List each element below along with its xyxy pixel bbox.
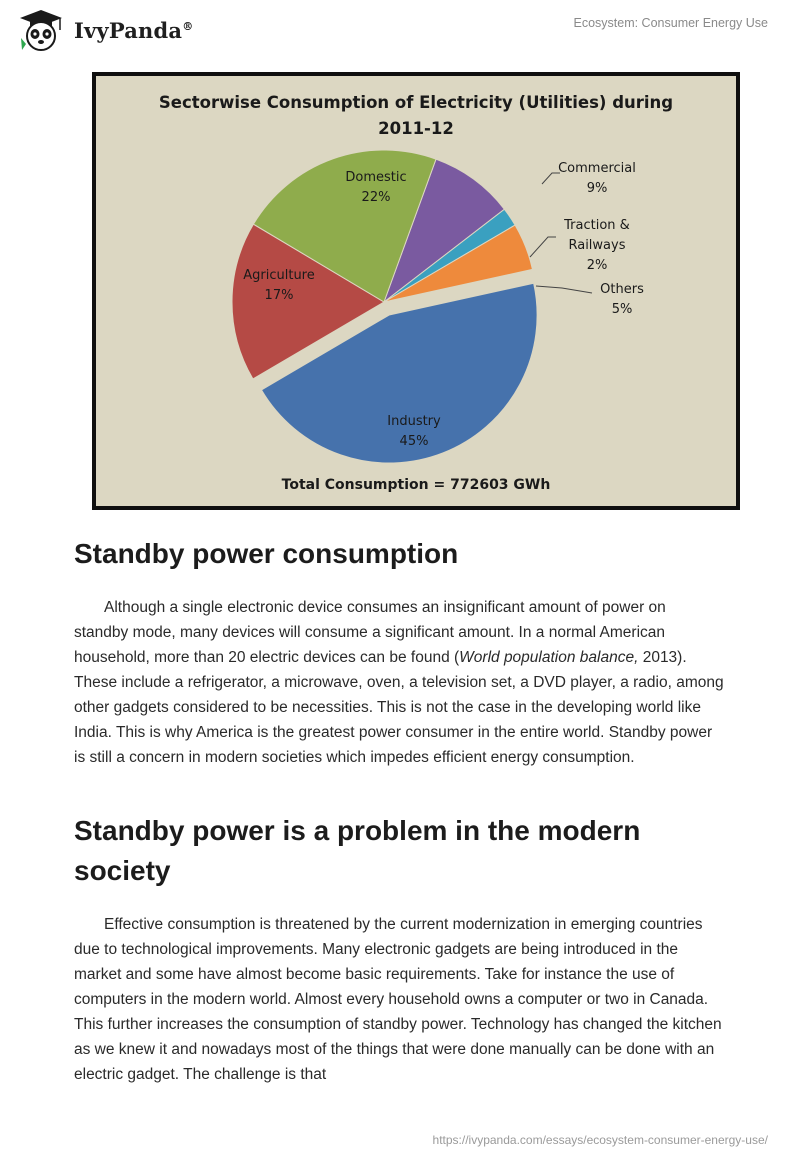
leader-line-0 [541, 172, 560, 185]
pie-slice-industry [260, 282, 538, 464]
panda-graduate-icon [20, 10, 62, 51]
section-heading-standby-consumption: Standby power consumption [74, 538, 459, 569]
section-heading-standby-problem: Standby power is a problem in the modern… [74, 815, 641, 886]
page-title: Ecosystem: Consumer Energy Use [573, 16, 768, 30]
chart-title-line-2: 2011-12 [378, 119, 454, 138]
slice-label-4-1: 17% [265, 288, 294, 303]
slice-label-2-0: Others [600, 282, 644, 297]
slice-label-0-1: 9% [587, 181, 608, 196]
slice-label-3-0: Industry [387, 414, 441, 429]
pie-slice-domestic [252, 149, 437, 303]
section-paragraph-standby-consumption: Although a single electronic device cons… [74, 599, 724, 766]
pie-slice-others [383, 224, 534, 303]
source-url[interactable]: https://ivypanda.com/essays/ecosystem-co… [432, 1133, 768, 1147]
brand-name: IvyPanda® [74, 17, 194, 43]
slice-label-5-1: 22% [362, 190, 391, 205]
ivypanda-logo[interactable]: IvyPanda® [16, 8, 193, 52]
slice-label-1-2: 2% [587, 258, 608, 273]
leader-line-1 [529, 236, 556, 258]
section-paragraph-standby-problem: Effective consumption is threatened by t… [74, 916, 722, 1083]
leader-line-2 [535, 285, 593, 294]
pie-slice-agriculture [231, 223, 385, 380]
slice-label-0-0: Commercial [558, 161, 636, 176]
slice-label-3-1: 45% [400, 434, 429, 449]
slice-label-5-0: Domestic [345, 170, 406, 185]
slice-label-2-1: 5% [612, 302, 633, 317]
chart-title-line-1: Sectorwise Consumption of Electricity (U… [159, 93, 673, 112]
site-header: IvyPanda® Ecosystem: Consumer Energy Use [0, 0, 800, 70]
electricity-pie-chart: Sectorwise Consumption of Electricity (U… [92, 72, 740, 510]
chart-total-label: Total Consumption = 772603 GWh [282, 477, 551, 493]
slice-label-1-1: Railways [568, 238, 625, 253]
slice-label-1-0: Traction & [563, 218, 630, 233]
pie-slice-commercial [382, 158, 506, 304]
slice-label-4-0: Agriculture [243, 268, 315, 283]
